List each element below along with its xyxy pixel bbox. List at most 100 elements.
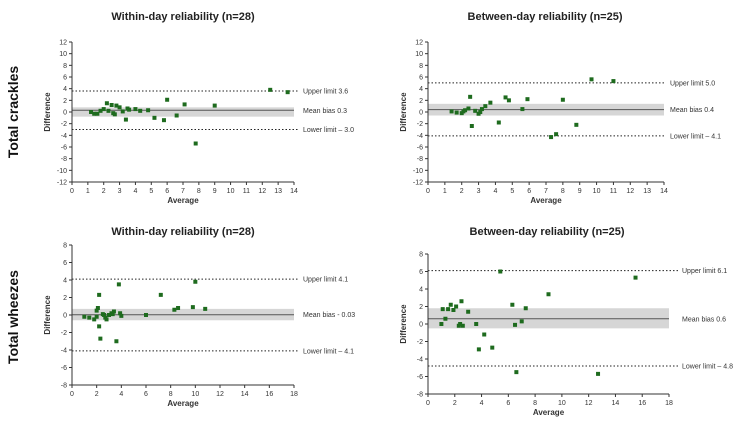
x-tick-label: 16 — [638, 400, 646, 407]
data-point — [120, 109, 125, 114]
x-tick-label: 5 — [510, 188, 514, 195]
data-point — [490, 345, 495, 350]
data-point — [176, 306, 181, 310]
x-tick-label: 0 — [426, 188, 430, 195]
data-point — [451, 308, 456, 312]
lower-limit-annotation: Lower limit – 4.1 — [670, 133, 721, 140]
y-tick-label: 8 — [63, 243, 67, 250]
x-tick-label: 7 — [544, 188, 548, 195]
y-tick-label: -12 — [413, 180, 423, 187]
data-point — [101, 107, 106, 112]
y-tick-label: 2 — [63, 98, 67, 105]
x-tick-label: 14 — [660, 188, 668, 195]
x-tick-label: 4 — [493, 188, 497, 195]
y-tick-label: -4 — [61, 348, 67, 355]
data-point — [92, 111, 97, 116]
x-tick-label: 13 — [274, 188, 282, 195]
data-point — [574, 122, 579, 127]
data-point — [506, 98, 511, 103]
y-tick-label: 4 — [63, 278, 67, 285]
panel-between-day-crackles: Between-day reliability (n=25)121086420-… — [399, 11, 721, 205]
data-point — [172, 307, 177, 312]
x-tick-label: 8 — [169, 391, 173, 398]
data-point — [123, 117, 128, 122]
x-tick-label: 4 — [133, 188, 137, 195]
x-tick-label: 12 — [585, 400, 593, 407]
data-point — [98, 336, 103, 341]
x-tick-label: 6 — [144, 391, 148, 398]
data-point — [482, 332, 487, 337]
mean-bias-annotation: Mean bias 0.3 — [303, 108, 347, 115]
x-tick-label: 6 — [527, 188, 531, 195]
y-tick-label: 10 — [415, 51, 423, 58]
data-point — [488, 100, 493, 105]
y-tick-label: 8 — [63, 63, 67, 70]
y-tick-label: -8 — [417, 156, 423, 163]
data-point — [611, 79, 616, 84]
data-point — [549, 135, 554, 140]
data-point — [193, 141, 198, 146]
data-point — [104, 317, 109, 322]
y-tick-label: -12 — [57, 180, 67, 187]
upper-limit-annotation: Upper limit 5.0 — [670, 80, 715, 87]
x-axis-label: Average — [530, 196, 562, 205]
y-tick-label: -2 — [417, 339, 423, 346]
data-point — [514, 370, 519, 375]
svg-text:Total wheezes: Total wheezes — [5, 270, 21, 364]
row-label-crackles: Total crackles — [5, 66, 21, 159]
y-tick-label: -10 — [57, 168, 67, 175]
y-tick-label: 8 — [419, 252, 423, 259]
data-point — [104, 101, 109, 106]
x-tick-label: 8 — [533, 400, 537, 407]
y-tick-label: 0 — [63, 313, 67, 320]
data-point — [448, 302, 453, 307]
x-tick-label: 4 — [480, 400, 484, 407]
x-tick-label: 12 — [626, 188, 634, 195]
y-tick-label: 10 — [59, 51, 67, 58]
data-point — [520, 107, 525, 112]
x-tick-label: 10 — [191, 391, 199, 398]
y-tick-label: 12 — [59, 40, 67, 47]
data-point — [498, 269, 503, 274]
chart-title: Within-day reliability (n=28) — [111, 226, 255, 238]
data-point — [460, 323, 465, 328]
data-point — [161, 118, 166, 123]
data-point — [111, 309, 116, 314]
x-tick-label: 1 — [86, 188, 90, 195]
data-point — [474, 322, 479, 326]
lower-limit-annotation: Lower limit – 4.1 — [303, 348, 354, 355]
data-point — [483, 104, 488, 109]
x-tick-label: 14 — [612, 400, 620, 407]
x-tick-label: 13 — [643, 188, 651, 195]
data-point — [133, 107, 138, 112]
y-tick-label: 6 — [419, 269, 423, 276]
y-tick-label: 6 — [63, 260, 67, 267]
y-tick-label: 4 — [63, 86, 67, 93]
data-point — [443, 316, 448, 321]
y-tick-label: 8 — [419, 63, 423, 70]
data-point — [560, 97, 565, 102]
data-point — [125, 106, 130, 111]
y-tick-label: 0 — [63, 110, 67, 117]
data-point — [94, 314, 99, 319]
y-tick-label: 6 — [419, 75, 423, 82]
x-tick-label: 0 — [426, 400, 430, 407]
x-tick-label: 11 — [243, 188, 250, 195]
data-point — [174, 113, 179, 118]
data-point — [203, 306, 208, 311]
x-tick-label: 1 — [443, 188, 447, 195]
x-tick-label: 14 — [241, 391, 249, 398]
data-point — [118, 311, 123, 316]
data-point — [158, 292, 163, 297]
data-point — [116, 282, 121, 287]
chart-title: Within-day reliability (n=28) — [111, 11, 255, 23]
data-point — [268, 87, 273, 92]
data-point — [476, 347, 481, 352]
x-tick-label: 10 — [558, 400, 566, 407]
agreement-band — [72, 107, 294, 117]
data-point — [87, 315, 92, 320]
x-tick-label: 18 — [665, 400, 673, 407]
panel-within-day-crackles: Within-day reliability (n=28)121086420-2… — [43, 11, 354, 205]
panel-within-day-wheezes: Within-day reliability (n=28) 8 6 4 2 0 -2 -4 -6… — [43, 226, 355, 408]
chart-title: Between-day reliability (n=25) — [468, 11, 623, 23]
